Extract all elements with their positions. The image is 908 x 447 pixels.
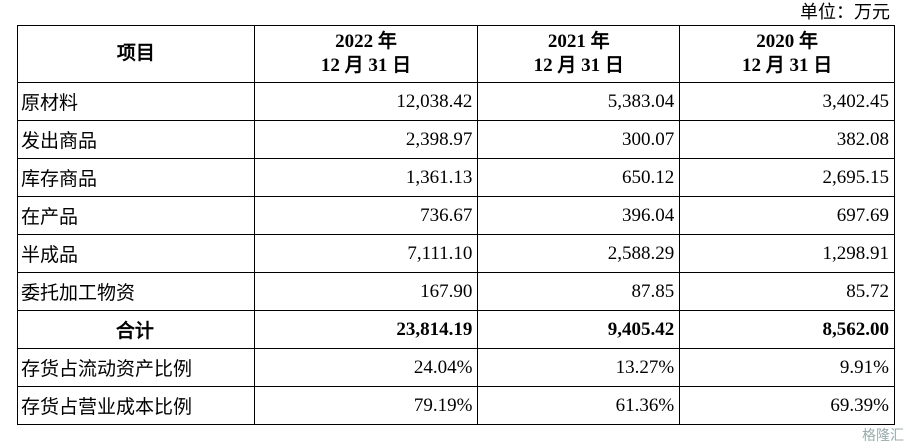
cell-value: 61.36% <box>477 386 681 425</box>
header-line: 12 月 31 日 <box>533 55 624 76</box>
cell-value: 3,402.45 <box>679 82 895 121</box>
table-row: 库存商品 1,361.13 650.12 2,695.15 <box>17 158 895 197</box>
row-label: 半成品 <box>17 234 255 273</box>
cell-value: 12,038.42 <box>253 82 479 121</box>
header-line: 2020 年 <box>756 31 818 52</box>
header-cell: 2020 年 12 月 31 日 <box>679 25 895 83</box>
cell-value: 87.85 <box>477 272 681 311</box>
table-row: 半成品 7,111.10 2,588.29 1,298.91 <box>17 234 895 273</box>
cell-value: 8,562.00 <box>679 310 895 349</box>
cell-value: 1,361.13 <box>253 158 479 197</box>
cell-value: 9,405.42 <box>477 310 681 349</box>
cell-value: 650.12 <box>477 158 681 197</box>
row-label: 在产品 <box>17 196 255 235</box>
header-line: 12 月 31 日 <box>320 55 412 76</box>
header-cell: 2022 年 12 月 31 日 <box>253 25 479 83</box>
cell-value: 24.04% <box>253 348 479 387</box>
table-row: 存货占流动资产比例 24.04% 13.27% 9.91% <box>17 348 895 387</box>
table-row: 在产品 736.67 396.04 697.69 <box>17 196 895 235</box>
cell-value: 2,695.15 <box>679 158 895 197</box>
table-row: 存货占营业成本比例 79.19% 61.36% 69.39% <box>17 386 895 425</box>
row-label: 原材料 <box>17 82 255 121</box>
table-row: 合计 23,814.19 9,405.42 8,562.00 <box>17 310 895 349</box>
header-cell: 2021 年 12 月 31 日 <box>477 25 681 83</box>
cell-value: 13.27% <box>477 348 681 387</box>
row-label: 发出商品 <box>17 120 255 159</box>
header-line: 2022 年 <box>335 31 397 52</box>
header-line: 12 月 31 日 <box>741 55 833 76</box>
header-row: 项目 2022 年 12 月 31 日 2021 年 12 月 31 日 2020 年 12… <box>17 25 895 83</box>
inventory-table: 项目 2022 年 12 月 31 日 2021 年 12 月 31 日 2020 年 12… <box>17 25 895 425</box>
header-cell: 项目 <box>17 25 255 83</box>
cell-value: 7,111.10 <box>253 234 479 273</box>
header-line: 2021 年 <box>547 31 610 52</box>
cell-value: 2,588.29 <box>477 234 681 273</box>
row-label: 存货占流动资产比例 <box>17 348 255 387</box>
unit-label: 单位：万元 <box>800 2 890 22</box>
cell-value: 167.90 <box>253 272 479 311</box>
cell-value: 5,383.04 <box>477 82 681 121</box>
cell-value: 736.67 <box>253 196 479 235</box>
cell-value: 697.69 <box>679 196 895 235</box>
cell-value: 300.07 <box>477 120 681 159</box>
watermark: 格隆汇 <box>862 428 904 444</box>
table-row: 发出商品 2,398.97 300.07 382.08 <box>17 120 895 159</box>
row-label: 委托加工物资 <box>17 272 255 311</box>
table-row: 原材料 12,038.42 5,383.04 3,402.45 <box>17 82 895 121</box>
table-body: 原材料 12,038.42 5,383.04 3,402.45 发出商品 2,398.97… <box>17 82 895 425</box>
cell-value: 85.72 <box>679 272 895 311</box>
cell-value: 79.19% <box>253 386 479 425</box>
cell-value: 396.04 <box>477 196 681 235</box>
cell-value: 69.39% <box>679 386 895 425</box>
cell-value: 1,298.91 <box>679 234 895 273</box>
table-row: 委托加工物资 167.90 87.85 85.72 <box>17 272 895 311</box>
row-label: 存货占营业成本比例 <box>17 386 255 425</box>
row-label: 合计 <box>17 310 255 349</box>
cell-value: 23,814.19 <box>253 310 479 349</box>
cell-value: 382.08 <box>679 120 895 159</box>
cell-value: 2,398.97 <box>253 120 479 159</box>
row-label: 库存商品 <box>17 158 255 197</box>
cell-value: 9.91% <box>679 348 895 387</box>
